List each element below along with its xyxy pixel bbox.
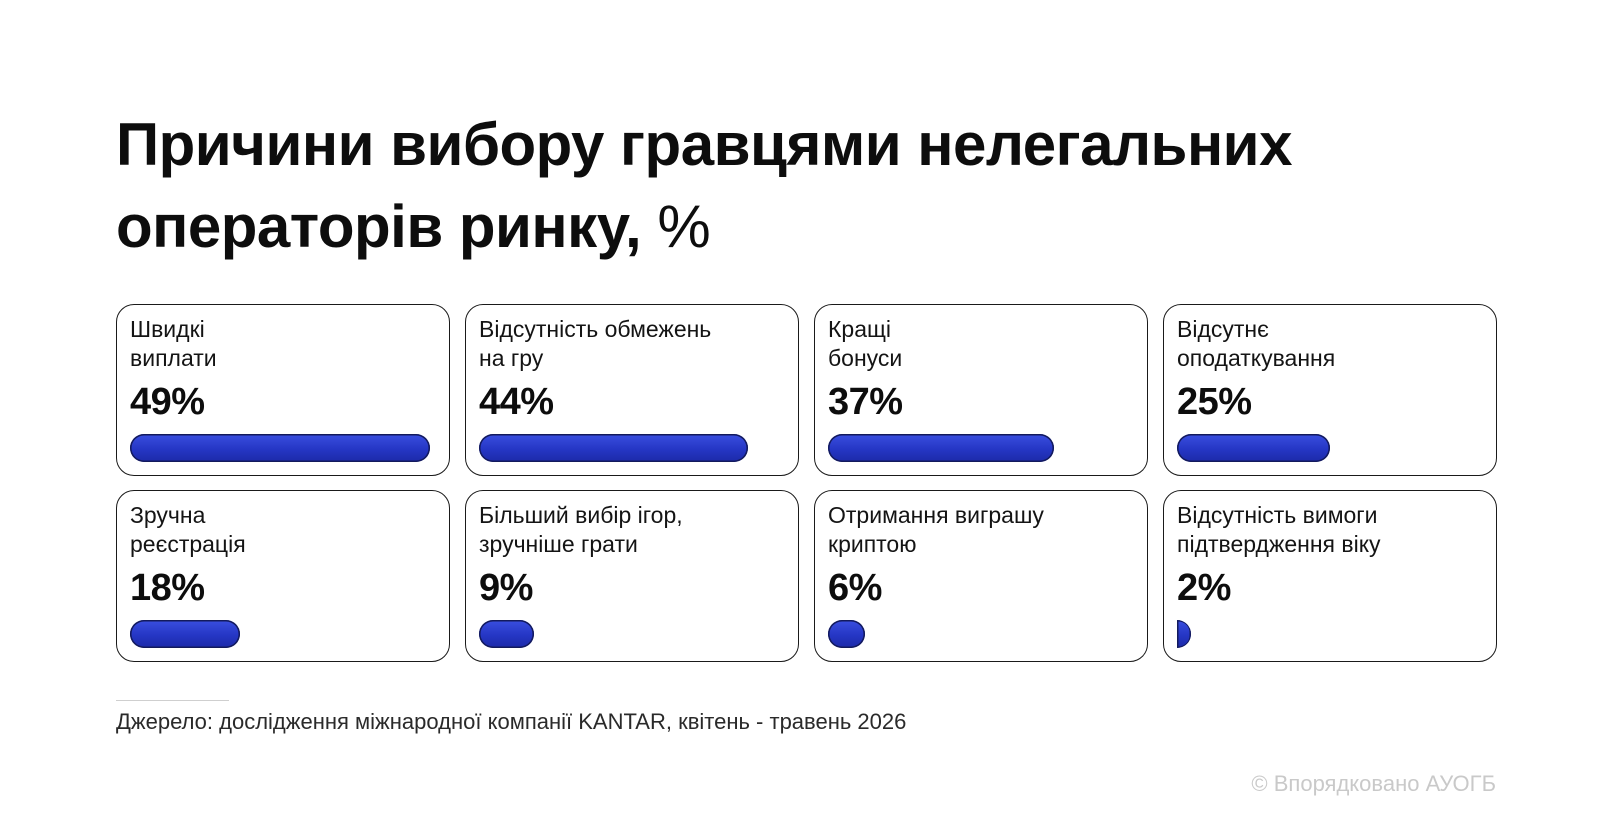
reason-value: 25% bbox=[1177, 381, 1252, 423]
source-note: Джерело: дослідження міжнародної компані… bbox=[116, 709, 907, 734]
reason-card: Кращі бонуси 37% bbox=[814, 304, 1148, 476]
source-divider bbox=[116, 700, 229, 701]
reason-bar bbox=[479, 434, 748, 462]
bar-track bbox=[1177, 620, 1483, 648]
reason-label: Відсутність вимоги підтвердження віку bbox=[1177, 502, 1381, 557]
reason-value: 9% bbox=[479, 567, 533, 609]
title-text: Причини вибору гравцями нелегальних опер… bbox=[116, 111, 1292, 260]
reason-card: Відсутнє оподаткування 25% bbox=[1163, 304, 1497, 476]
reason-label: Кращі бонуси bbox=[828, 316, 903, 371]
reason-value: 49% bbox=[130, 381, 205, 423]
reason-bar bbox=[479, 620, 534, 648]
reason-label: Більший вибір ігор, зручніше грати bbox=[479, 502, 683, 557]
credit-note: © Впорядковано АУОГБ bbox=[1251, 771, 1496, 796]
bar-track bbox=[479, 434, 785, 462]
bar-track bbox=[828, 620, 1134, 648]
reason-bar bbox=[828, 620, 865, 648]
bar-track bbox=[130, 620, 436, 648]
reason-card: Відсутність вимоги підтвердження віку 2% bbox=[1163, 490, 1497, 662]
reason-bar bbox=[1177, 620, 1191, 648]
reason-label: Зручна реєстрація bbox=[130, 502, 246, 557]
reason-bar bbox=[828, 434, 1054, 462]
reason-bar bbox=[130, 434, 430, 462]
reason-label: Отримання виграшу криптою bbox=[828, 502, 1044, 557]
reason-value: 2% bbox=[1177, 567, 1231, 609]
reason-label: Відсутнє оподаткування bbox=[1177, 316, 1336, 371]
bar-track bbox=[479, 620, 785, 648]
reason-card: Зручна реєстрація 18% bbox=[116, 490, 450, 662]
title-unit: % bbox=[657, 193, 711, 260]
bar-track bbox=[1177, 434, 1483, 462]
reasons-grid: Швидкі виплати 49% Відсутність обмежень … bbox=[116, 304, 1497, 662]
page-title: Причини вибору гравцями нелегальних опер… bbox=[116, 104, 1496, 268]
reason-bar bbox=[1177, 434, 1330, 462]
reason-bar bbox=[130, 620, 240, 648]
reason-value: 6% bbox=[828, 567, 882, 609]
reason-card: Більший вибір ігор, зручніше грати 9% bbox=[465, 490, 799, 662]
reason-value: 18% bbox=[130, 567, 205, 609]
reason-value: 44% bbox=[479, 381, 554, 423]
reason-card: Швидкі виплати 49% bbox=[116, 304, 450, 476]
bar-track bbox=[130, 434, 436, 462]
reason-label: Швидкі виплати bbox=[130, 316, 217, 371]
reason-card: Отримання виграшу криптою 6% bbox=[814, 490, 1148, 662]
bar-track bbox=[828, 434, 1134, 462]
reason-card: Відсутність обмежень на гру 44% bbox=[465, 304, 799, 476]
reason-value: 37% bbox=[828, 381, 903, 423]
reason-label: Відсутність обмежень на гру bbox=[479, 316, 712, 371]
